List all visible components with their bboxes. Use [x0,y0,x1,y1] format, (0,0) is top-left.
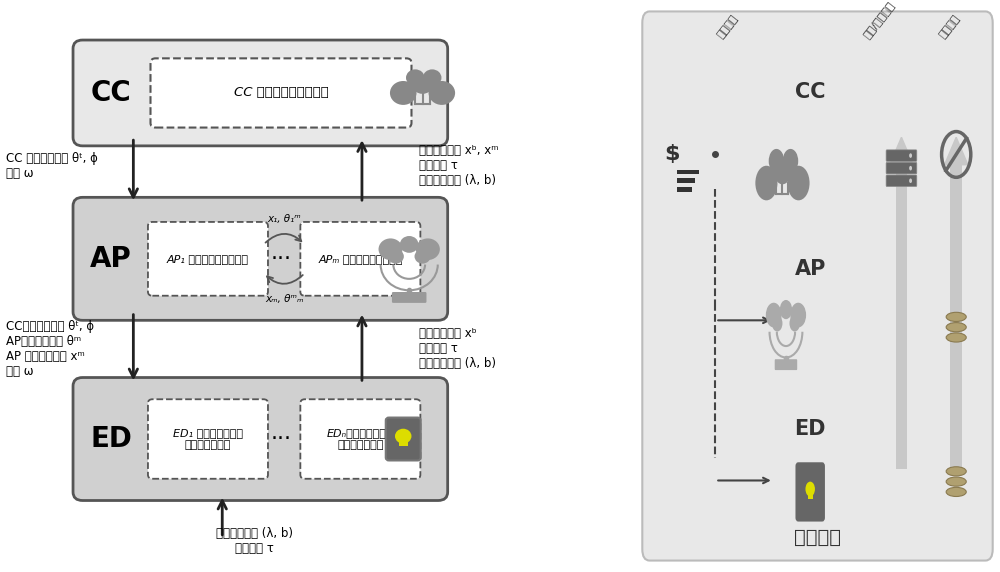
Ellipse shape [946,333,966,342]
Circle shape [766,303,782,327]
Circle shape [755,166,777,200]
Circle shape [390,81,416,105]
Circle shape [429,81,455,105]
Bar [677,178,695,183]
Circle shape [416,239,440,260]
Ellipse shape [946,323,966,332]
Bar [399,442,408,446]
Text: 价格机制: 价格机制 [715,13,739,40]
Circle shape [769,149,784,173]
Circle shape [909,153,912,158]
Text: CC: CC [795,82,825,101]
Circle shape [774,157,791,184]
Circle shape [388,249,404,264]
Ellipse shape [946,467,966,476]
Polygon shape [890,137,913,165]
Text: EDₙ计算卸载，资源
分配和功率控制: EDₙ计算卸载，资源 分配和功率控制 [327,428,394,450]
Text: 计算卸载策略 xᵇ
时延限制 τ
数据产生速率 (λ, b): 计算卸载策略 xᵇ 时延限制 τ 数据产生速率 (λ, b) [419,327,496,371]
Text: ···: ··· [271,249,292,269]
FancyBboxPatch shape [300,222,420,296]
Text: CC资源分配方案 θᵗ, ϕ
AP资源分配方案 θᵐ
AP 计算卸载策略 xᵐ
价格 ω: CC资源分配方案 θᵗ, ϕ AP资源分配方案 θᵐ AP 计算卸载策略 xᵐ … [6,320,94,378]
Circle shape [412,75,433,94]
Text: $: $ [664,145,679,164]
Circle shape [406,69,425,86]
Circle shape [400,236,419,253]
FancyBboxPatch shape [797,463,824,521]
Bar [950,165,962,469]
Circle shape [789,315,800,332]
FancyBboxPatch shape [73,40,448,146]
FancyBboxPatch shape [148,222,268,296]
Text: x₁, θ₁ᵐ: x₁, θ₁ᵐ [267,213,301,224]
Text: ED: ED [90,425,132,453]
Circle shape [790,303,806,327]
FancyBboxPatch shape [386,418,421,460]
FancyBboxPatch shape [148,399,268,479]
FancyBboxPatch shape [886,175,917,186]
Text: 计算/传输资源: 计算/传输资源 [861,0,896,40]
Ellipse shape [946,477,966,486]
Text: APₘ 计算卸载和资源分配: APₘ 计算卸载和资源分配 [318,254,403,264]
Circle shape [909,166,912,170]
Text: AP₁ 计算卸载和资源分配: AP₁ 计算卸载和资源分配 [167,254,249,264]
FancyBboxPatch shape [775,359,797,370]
Text: ···: ··· [271,429,292,449]
FancyBboxPatch shape [392,292,426,303]
Bar [896,165,907,469]
Circle shape [379,239,403,260]
FancyBboxPatch shape [300,399,420,479]
Circle shape [772,315,782,332]
Text: AP: AP [90,245,132,273]
Circle shape [805,482,815,496]
Circle shape [780,300,792,319]
Text: 价格机制: 价格机制 [794,528,841,547]
Ellipse shape [946,312,966,321]
Text: 系统阻塞: 系统阻塞 [938,13,962,40]
FancyBboxPatch shape [73,378,448,500]
Circle shape [787,166,810,200]
Bar [677,187,692,192]
Bar [677,170,699,174]
Circle shape [395,429,411,444]
Text: CC: CC [91,79,132,107]
Ellipse shape [946,487,966,496]
Text: 数据产生速率 (λ, b)
时延限制 τ: 数据产生速率 (λ, b) 时延限制 τ [216,527,292,554]
Circle shape [423,69,441,86]
Text: AP: AP [795,259,826,279]
Circle shape [783,149,798,173]
Polygon shape [945,137,968,165]
Text: CC 资源分配方案 θᵗ, ϕ
价格 ω: CC 资源分配方案 θᵗ, ϕ 价格 ω [6,152,98,180]
Text: 任务卸载策略 xᵇ, xᵐ
时延限制 τ
数据产生速率 (λ, b): 任务卸载策略 xᵇ, xᵐ 时延限制 τ 数据产生速率 (λ, b) [419,144,499,188]
Text: ED: ED [794,419,826,439]
FancyBboxPatch shape [150,58,411,128]
Circle shape [909,178,912,183]
FancyBboxPatch shape [642,11,993,561]
Bar [808,494,813,499]
Text: CC 资源分配和价格更新: CC 资源分配和价格更新 [234,86,328,100]
Text: xₘ, θᵐₘ: xₘ, θᵐₘ [265,294,303,304]
FancyBboxPatch shape [73,197,448,320]
Text: ED₁ 计算卸载，资源
分配和功率控制: ED₁ 计算卸载，资源 分配和功率控制 [173,428,243,450]
FancyBboxPatch shape [886,150,917,161]
FancyBboxPatch shape [886,162,917,174]
Circle shape [415,249,431,264]
